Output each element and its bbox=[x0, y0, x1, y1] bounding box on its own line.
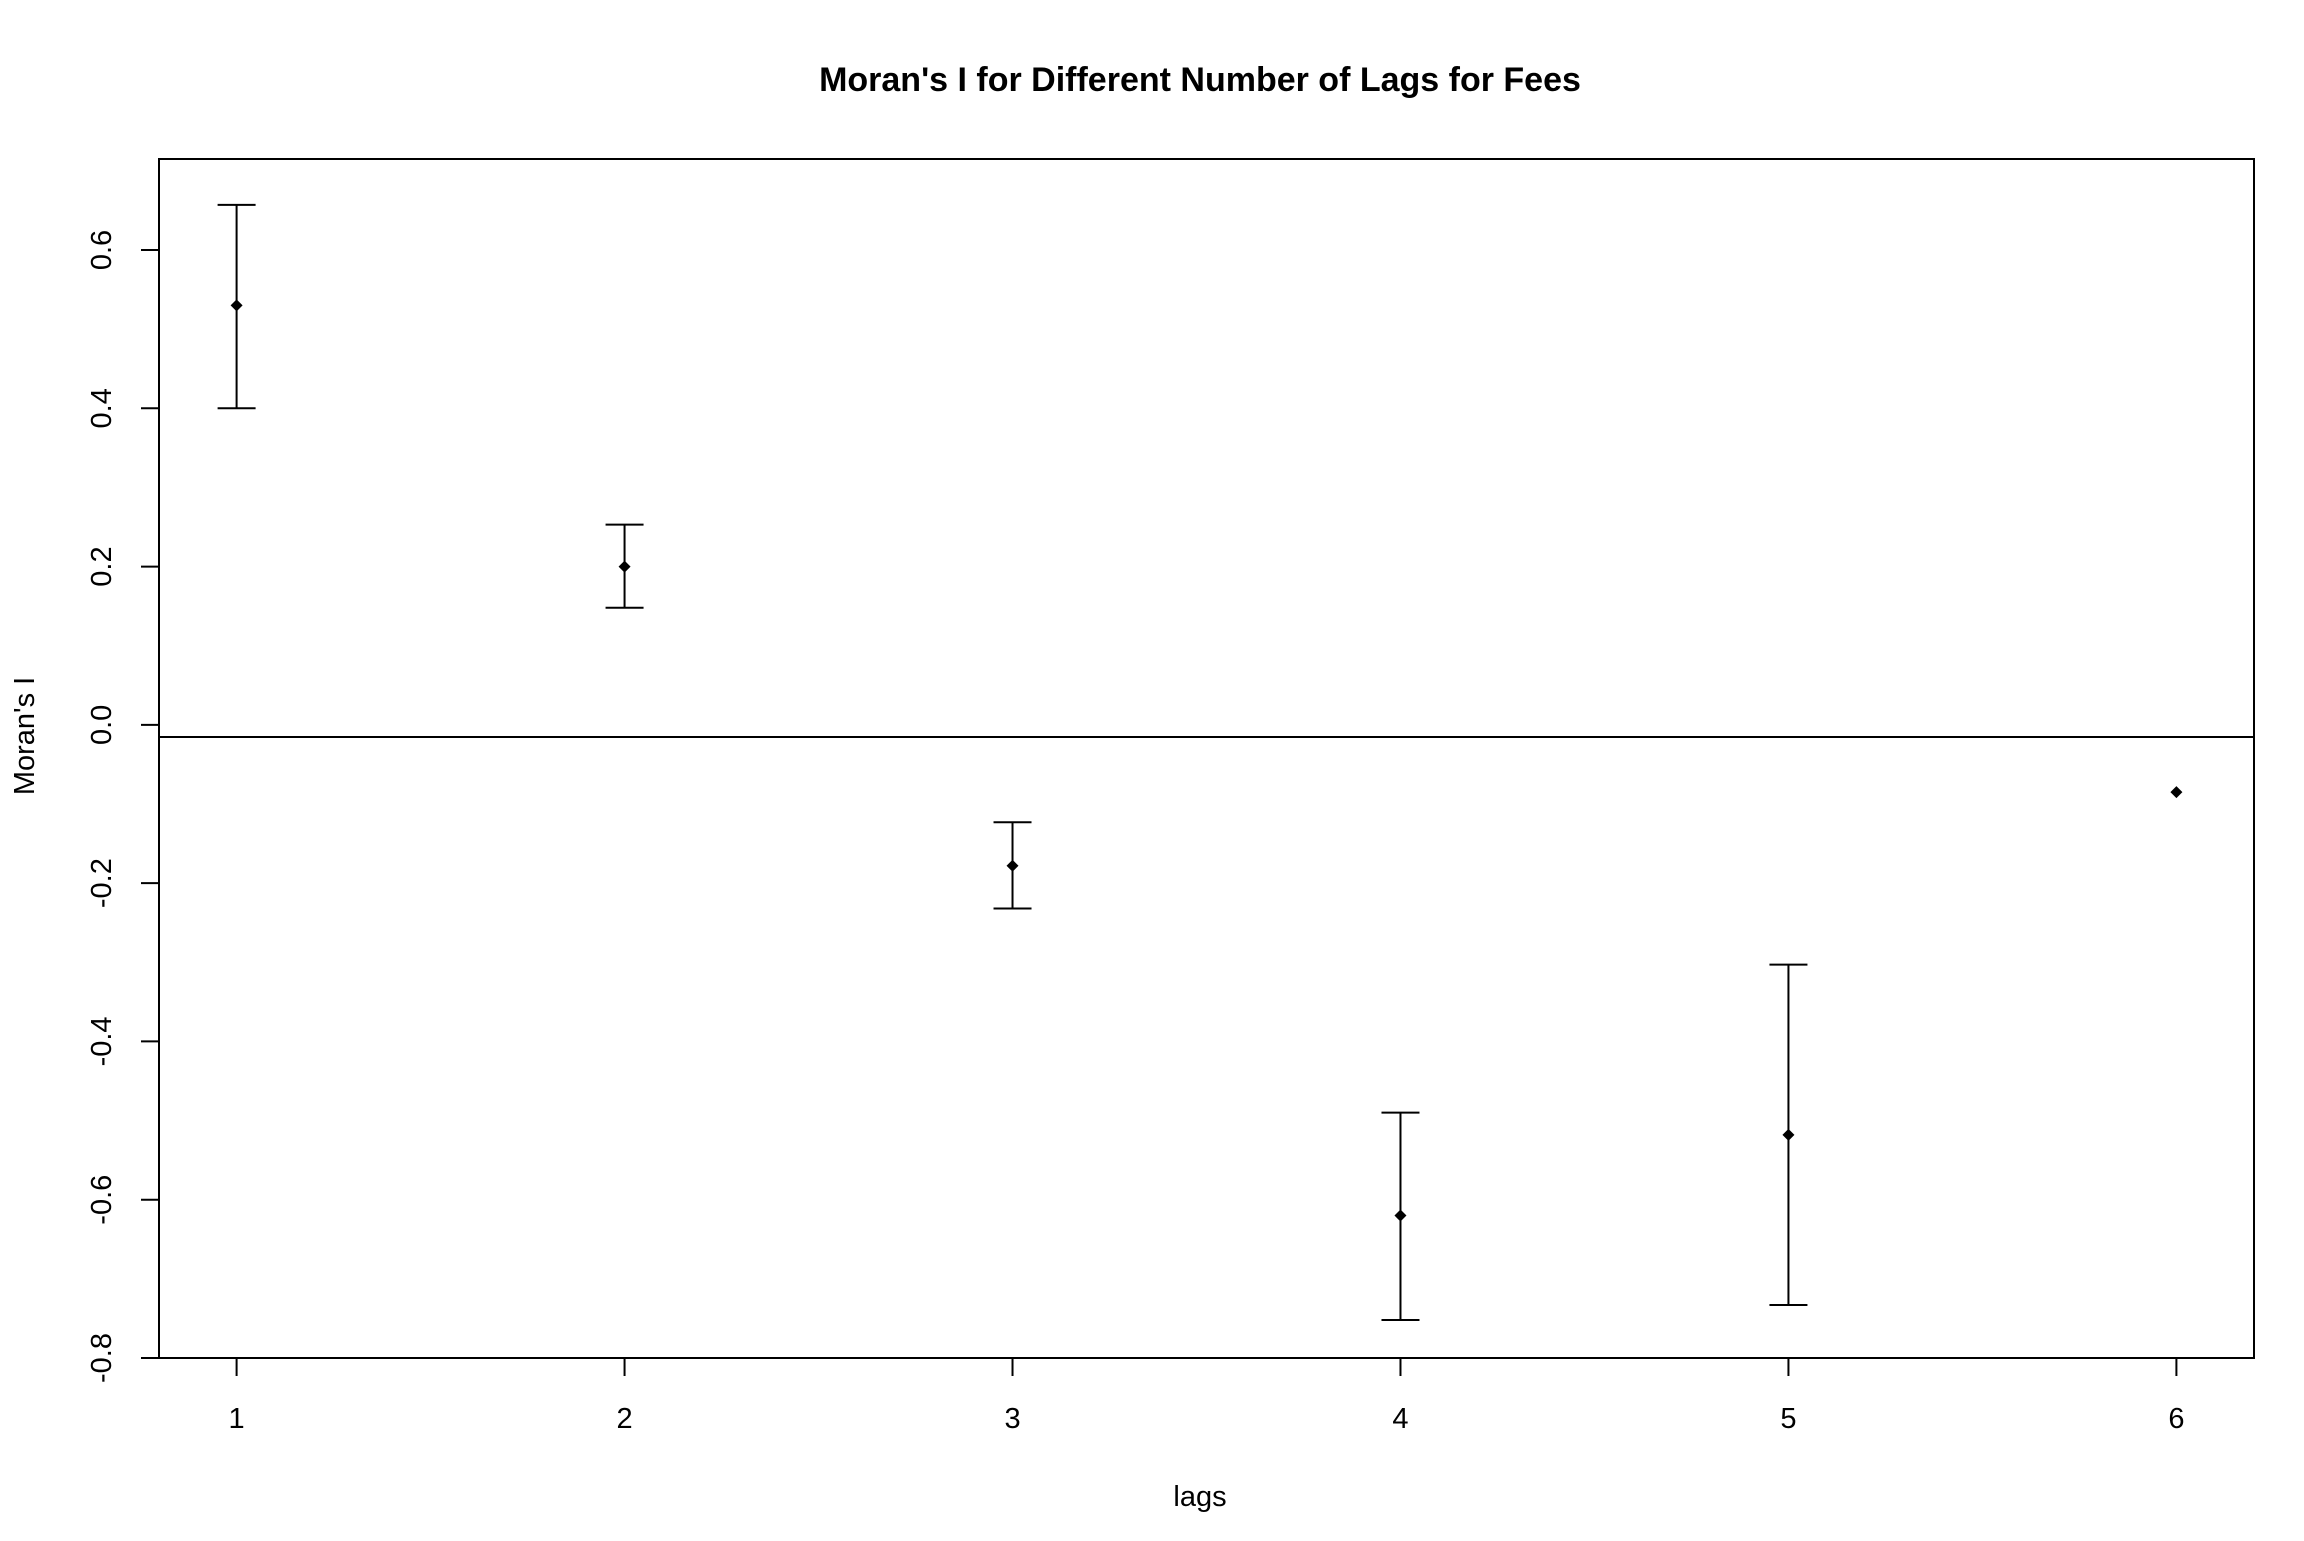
y-tick-label: -0.2 bbox=[86, 858, 118, 908]
plot-area: 1 2 3 4 5 6 -0.8 -0.6 -0.4 -0.2 0.0 0.2 0.4 0.6 bbox=[86, 158, 2255, 1435]
x-tick-label: 5 bbox=[1780, 1403, 1796, 1435]
x-tick-label: 6 bbox=[2168, 1403, 2184, 1435]
data-point bbox=[1006, 859, 1019, 872]
x-axis-label: lags bbox=[1173, 1481, 1226, 1513]
data-point bbox=[1394, 1209, 1407, 1222]
y-axis-label: Moran's I bbox=[9, 677, 41, 795]
x-tick-label: 1 bbox=[229, 1403, 245, 1435]
y-tick-label: -0.8 bbox=[86, 1333, 118, 1383]
data-point bbox=[2170, 786, 2183, 799]
y-tick-label: 0.2 bbox=[86, 546, 118, 586]
x-tick-label: 4 bbox=[1392, 1403, 1408, 1435]
y-tick-label: -0.4 bbox=[86, 1016, 118, 1066]
y-tick-label: -0.6 bbox=[86, 1175, 118, 1225]
x-tick-label: 3 bbox=[1004, 1403, 1020, 1435]
plot-frame bbox=[158, 158, 2255, 1359]
x-tick-label: 2 bbox=[616, 1403, 632, 1435]
y-tick-label: 0.6 bbox=[86, 230, 118, 270]
data-point bbox=[618, 560, 631, 573]
data-point bbox=[230, 299, 243, 312]
y-tick-label: 0.0 bbox=[86, 705, 118, 745]
y-tick-label: 0.4 bbox=[86, 388, 118, 428]
data-point bbox=[1782, 1128, 1795, 1141]
chart-title: Moran's I for Different Number of Lags f… bbox=[819, 61, 1581, 99]
